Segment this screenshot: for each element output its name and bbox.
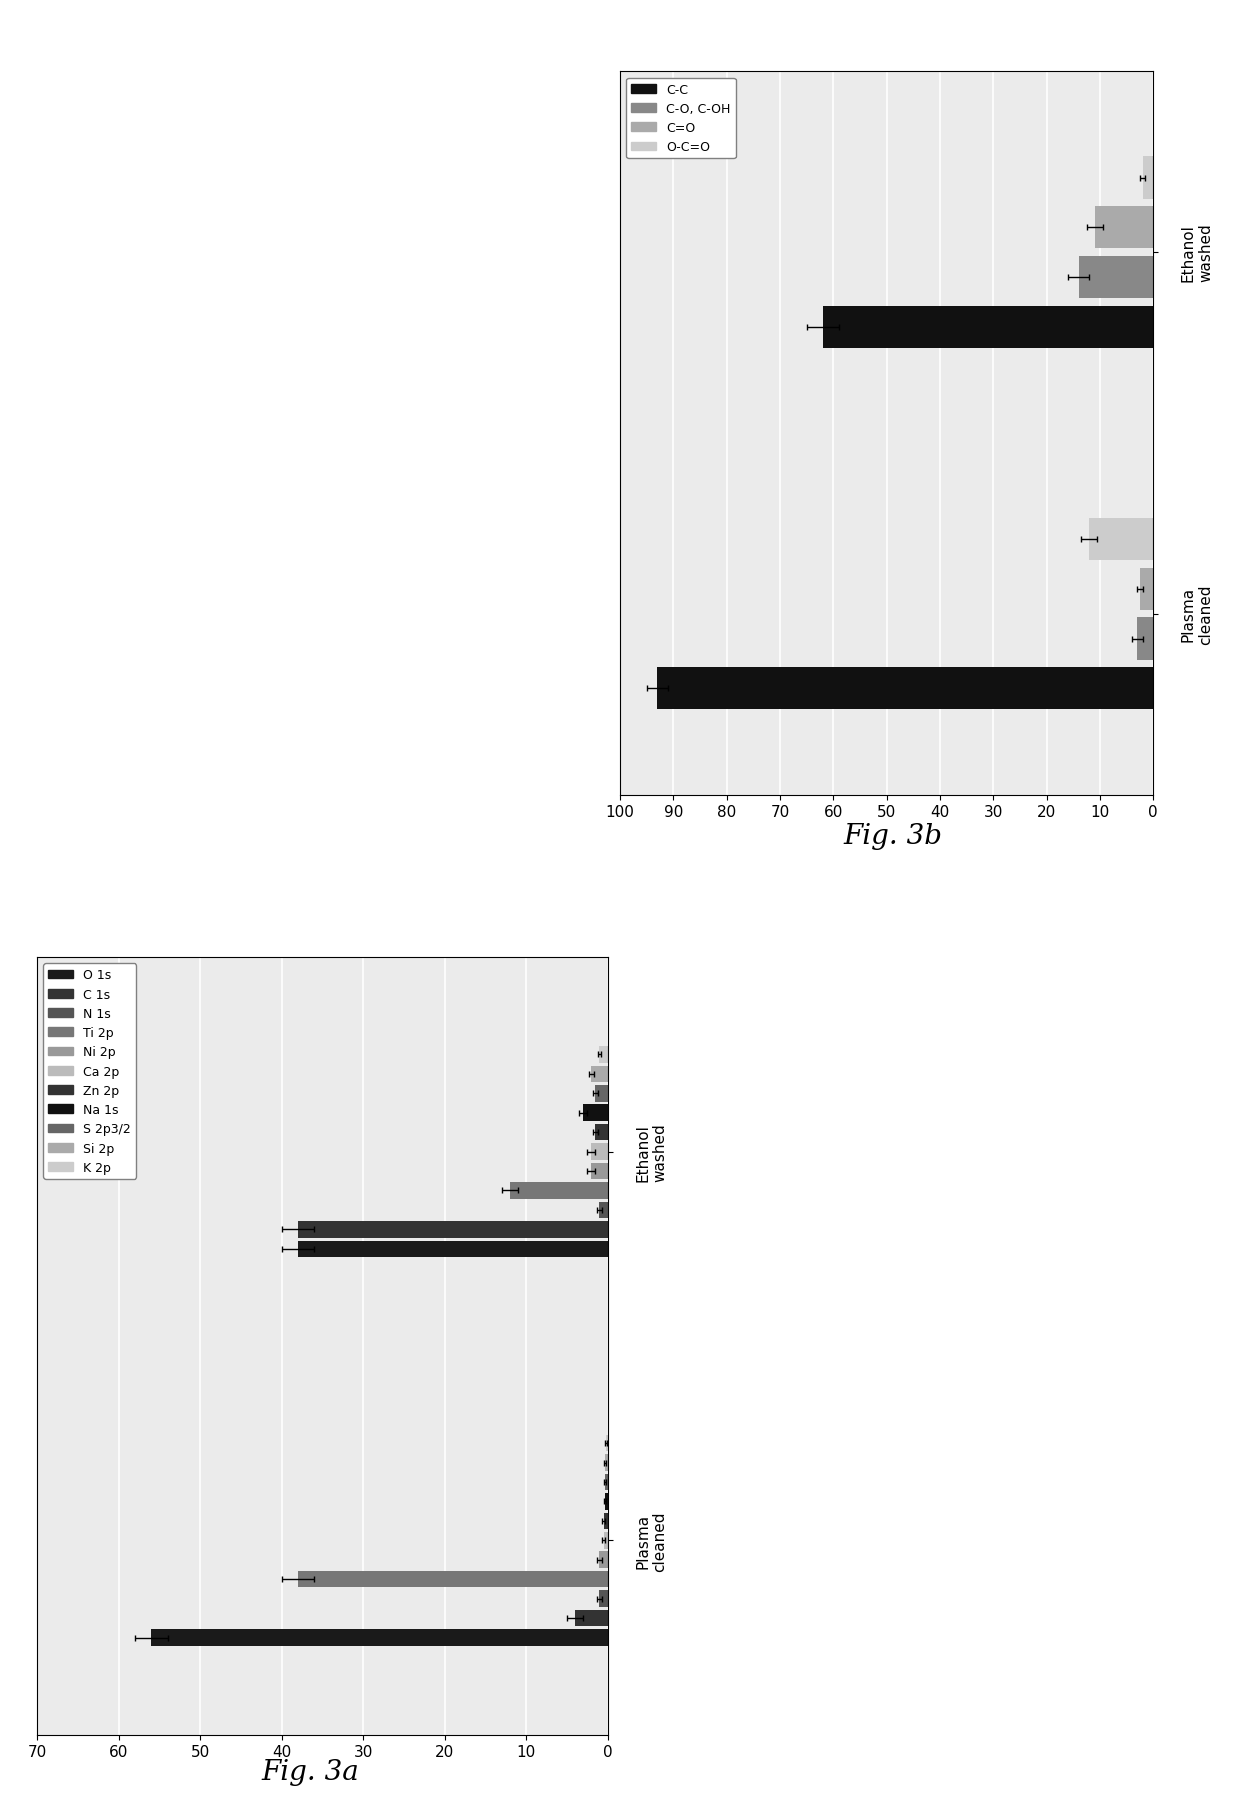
Bar [595,1124,608,1140]
Bar [599,1202,608,1218]
Bar [605,1455,608,1471]
Bar [510,1182,608,1200]
Bar [657,669,1153,710]
Bar [298,1241,608,1258]
Bar [605,1475,608,1491]
Bar [1095,208,1153,249]
Bar [605,1493,608,1511]
Bar [298,1222,608,1238]
Bar [595,1086,608,1102]
Legend: O 1s, C 1s, N 1s, Ti 2p, Ni 2p, Ca 2p, Zn 2p, Na 1s, S 2p3/2, Si 2p, K 2p: O 1s, C 1s, N 1s, Ti 2p, Ni 2p, Ca 2p, Z… [43,963,136,1180]
Bar [604,1532,608,1549]
Bar [604,1512,608,1529]
Legend: C-C, C-O, C-OH, C=O, O-C=O: C-C, C-O, C-OH, C=O, O-C=O [626,78,735,159]
Bar [298,1570,608,1588]
Bar [591,1066,608,1082]
Bar [575,1610,608,1626]
Bar [1137,618,1153,660]
Bar [599,1046,608,1063]
Bar [591,1164,608,1180]
Bar [1089,519,1153,560]
Bar [591,1144,608,1160]
Bar [822,307,1153,349]
Bar [1140,569,1153,611]
Bar [583,1104,608,1122]
Bar [599,1590,608,1606]
Bar [151,1630,608,1646]
Text: Fig. 3b: Fig. 3b [843,822,942,849]
Bar [599,1552,608,1568]
Text: Fig. 3a: Fig. 3a [262,1758,358,1785]
Bar [1142,157,1153,199]
Bar [606,1435,608,1451]
Bar [1079,257,1153,298]
